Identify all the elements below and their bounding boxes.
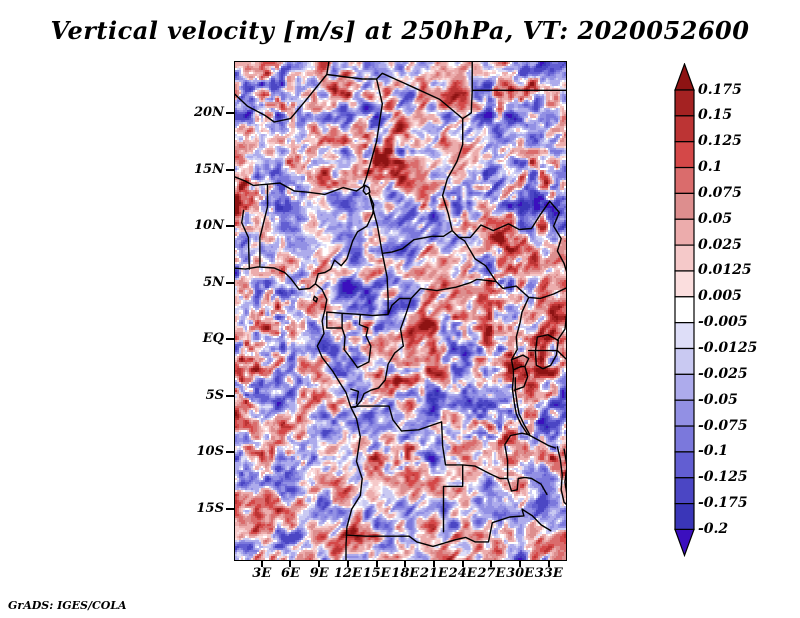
colorbar-segment [674,244,695,272]
x-axis-tick-label: 6E [281,566,300,581]
x-axis-tick-mark [260,561,263,567]
y-axis-tick-label: 5N [203,274,224,290]
colorbar-segment [674,424,695,452]
colorbar-segment [674,295,695,323]
colorbar-segment [674,450,695,478]
y-axis-tick-mark [226,225,234,228]
colorbar-tick-label: 0.0125 [698,262,752,279]
x-axis-tick-label: 3E [252,566,272,581]
colorbar-segment [674,269,695,297]
x-axis-tick-mark [375,561,378,567]
colorbar-segment [674,62,695,91]
colorbar-segment [674,347,695,375]
x-axis-tick-label: 33E [534,566,563,581]
colorbar-tick-label: 0.125 [698,133,742,150]
x-axis-tick-label: 30E [506,566,535,581]
x-axis-tick-mark [289,561,292,567]
colorbar-tick-label: -0.075 [698,417,748,434]
x-axis-tick-label: 24E [448,566,477,581]
y-axis-tick-label: 5S [205,387,224,403]
y-axis-tick-mark [226,394,234,397]
y-axis-tick-mark [226,338,234,341]
colorbar-segment [674,218,695,246]
x-axis-tick-mark [519,561,522,567]
x-axis-tick-mark [490,561,493,567]
borders-overlay [234,61,566,560]
colorbar-segment [674,502,695,530]
colorbar-tick-label: -0.025 [698,365,748,382]
x-axis-tick-label: 15E [362,566,391,581]
colorbar-tick-label: 0.15 [698,107,733,124]
colorbar-segment [674,528,695,557]
colorbar-segment [674,114,695,142]
colorbar-tick-label: -0.175 [698,495,748,512]
y-axis-tick-mark [226,451,234,454]
colorbar-tick-label: -0.05 [698,391,738,408]
y-axis-tick-mark [226,168,234,171]
colorbar-segment [674,476,695,504]
x-axis-tick-label: 9E [309,566,329,581]
colorbar [674,62,695,557]
colorbar-segment [674,88,695,116]
y-axis-tick-mark [226,111,234,114]
x-axis-tick-mark [318,561,321,567]
colorbar-tick-label: 0.005 [698,288,742,305]
colorbar-tick-label: 0.05 [698,210,733,227]
x-axis-tick-mark [404,561,407,567]
y-axis-tick-label: 10S [196,444,224,460]
colorbar-tick-label: -0.2 [698,520,729,537]
y-axis-tick-mark [226,281,234,284]
x-axis-tick-label: 21E [419,566,448,581]
page-title: Vertical velocity [m/s] at 250hPa, VT: 2… [50,16,750,45]
colorbar-tick-label: 0.075 [698,184,742,201]
y-axis-tick-mark [226,508,234,511]
colorbar-tick-label: -0.1 [698,443,729,460]
colorbar-tick-label: -0.0125 [698,340,758,356]
colorbar-tick-label: 0.025 [698,236,742,253]
x-axis-tick-label: 12E [333,566,362,581]
country-borders-path [234,61,566,560]
colorbar-segment [674,373,695,401]
colorbar-segment [674,321,695,349]
x-axis-tick-mark [461,561,464,567]
y-axis-tick-label: 15S [196,501,224,517]
colorbar-segment [674,140,695,168]
colorbar-segment [674,192,695,220]
colorbar-tick-label: 0.175 [698,81,742,98]
x-axis-tick-mark [547,561,550,567]
y-axis-tick-label: 10N [194,218,224,234]
velocity-field-canvas [234,61,566,560]
colorbar-segment [674,399,695,427]
colorbar-segment [674,166,695,194]
x-axis-tick-label: 18E [391,566,420,581]
attribution: GrADS: IGES/COLA [8,599,127,612]
x-axis-tick-mark [346,561,349,567]
colorbar-tick-label: -0.005 [698,314,748,331]
colorbar-tick-label: 0.1 [698,159,723,176]
y-axis-tick-label: EQ [202,331,224,347]
y-axis-tick-label: 20N [194,104,224,120]
y-axis-tick-label: 15N [194,161,224,177]
map-plot-area [233,60,567,561]
x-axis-tick-label: 27E [477,566,506,581]
x-axis-tick-mark [432,561,435,567]
colorbar-tick-label: -0.125 [698,469,748,486]
